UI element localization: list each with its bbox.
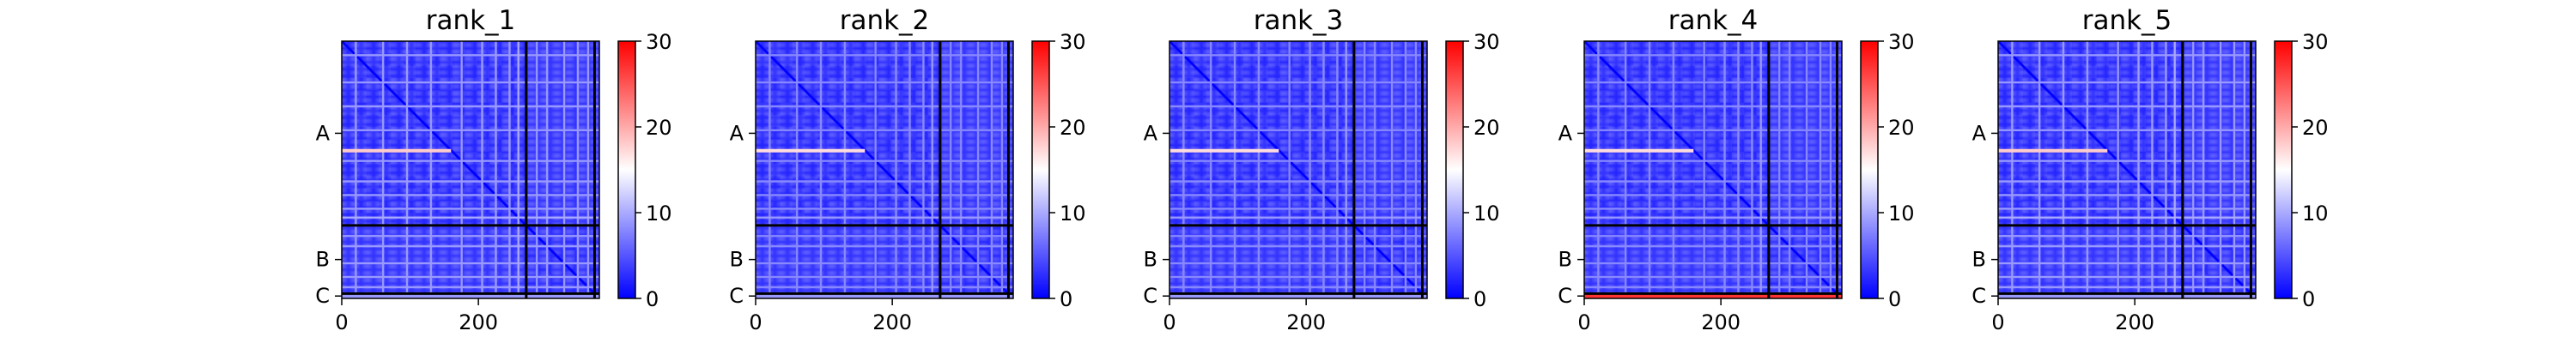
x-tick-label: 0 bbox=[1577, 310, 1590, 334]
x-tick-label: 200 bbox=[872, 310, 912, 334]
colorbar bbox=[1860, 40, 1879, 299]
heatmap-image bbox=[756, 41, 1013, 298]
colorbar bbox=[1445, 40, 1464, 299]
heatmap-image bbox=[342, 41, 599, 298]
axes-frame bbox=[1583, 40, 1843, 299]
colorbar-tick-label: 0 bbox=[1060, 287, 1072, 311]
colorbar-tick-label: 30 bbox=[2302, 30, 2329, 54]
chain-label-B: B bbox=[316, 248, 330, 272]
chain-label-B: B bbox=[1558, 248, 1572, 272]
panel-title: rank_3 bbox=[1254, 5, 1344, 36]
colorbar-tick-label: 30 bbox=[1060, 30, 1086, 54]
chain-label-C: C bbox=[1971, 284, 1986, 308]
x-tick-label: 0 bbox=[749, 310, 762, 334]
colorbar-tick-label: 0 bbox=[646, 287, 659, 311]
colorbar-tick-label: 10 bbox=[646, 202, 672, 226]
colorbar-tick-label: 20 bbox=[2302, 116, 2329, 140]
colorbar-tick-label: 30 bbox=[1888, 30, 1915, 54]
heatmap-image bbox=[1170, 41, 1427, 298]
axes-frame bbox=[1997, 40, 2257, 299]
colorbar-tick-label: 20 bbox=[1060, 116, 1086, 140]
colorbar-tick-label: 20 bbox=[1473, 116, 1500, 140]
panel-title: rank_4 bbox=[1668, 5, 1759, 36]
x-tick-label: 0 bbox=[335, 310, 348, 334]
chain-label-A: A bbox=[730, 121, 744, 145]
chain-label-B: B bbox=[1144, 248, 1157, 272]
axes-frame bbox=[755, 40, 1014, 299]
chain-label-A: A bbox=[1972, 121, 1987, 145]
colorbar-tick-label: 30 bbox=[646, 30, 672, 54]
colorbar-tick-label: 10 bbox=[1060, 202, 1086, 226]
x-tick-label: 200 bbox=[2115, 310, 2154, 334]
chain-label-B: B bbox=[730, 248, 744, 272]
axes-frame bbox=[341, 40, 600, 299]
chain-label-A: A bbox=[1558, 121, 1573, 145]
panel-title: rank_1 bbox=[426, 5, 516, 36]
x-tick-label: 0 bbox=[1991, 310, 2004, 334]
colorbar-tick-label: 0 bbox=[1473, 287, 1486, 311]
chain-label-A: A bbox=[316, 121, 331, 145]
chain-label-C: C bbox=[315, 284, 330, 308]
colorbar-tick-label: 30 bbox=[1473, 30, 1500, 54]
axes-frame bbox=[1169, 40, 1428, 299]
panel-title: rank_2 bbox=[840, 5, 930, 36]
colorbar-tick-label: 20 bbox=[1888, 116, 1915, 140]
chain-label-A: A bbox=[1144, 121, 1158, 145]
colorbar-tick-label: 10 bbox=[1473, 202, 1500, 226]
panel-title: rank_5 bbox=[2082, 5, 2172, 36]
colorbar-tick-label: 0 bbox=[2302, 287, 2315, 311]
colorbar bbox=[2274, 40, 2293, 299]
colorbar-tick-label: 0 bbox=[1888, 287, 1901, 311]
colorbar bbox=[1031, 40, 1050, 299]
x-tick-label: 200 bbox=[459, 310, 498, 334]
chain-label-C: C bbox=[729, 284, 744, 308]
chain-label-C: C bbox=[1558, 284, 1572, 308]
colorbar-tick-label: 10 bbox=[2302, 202, 2329, 226]
colorbar-tick-label: 10 bbox=[1888, 202, 1915, 226]
colorbar bbox=[617, 40, 636, 299]
chain-label-B: B bbox=[1972, 248, 1986, 272]
x-tick-label: 200 bbox=[1701, 310, 1741, 334]
heatmap-image bbox=[1584, 41, 1842, 298]
x-tick-label: 0 bbox=[1163, 310, 1176, 334]
heatmap-image bbox=[1998, 41, 2256, 298]
chain-label-C: C bbox=[1143, 284, 1157, 308]
x-tick-label: 200 bbox=[1286, 310, 1326, 334]
colorbar-tick-label: 20 bbox=[646, 116, 672, 140]
